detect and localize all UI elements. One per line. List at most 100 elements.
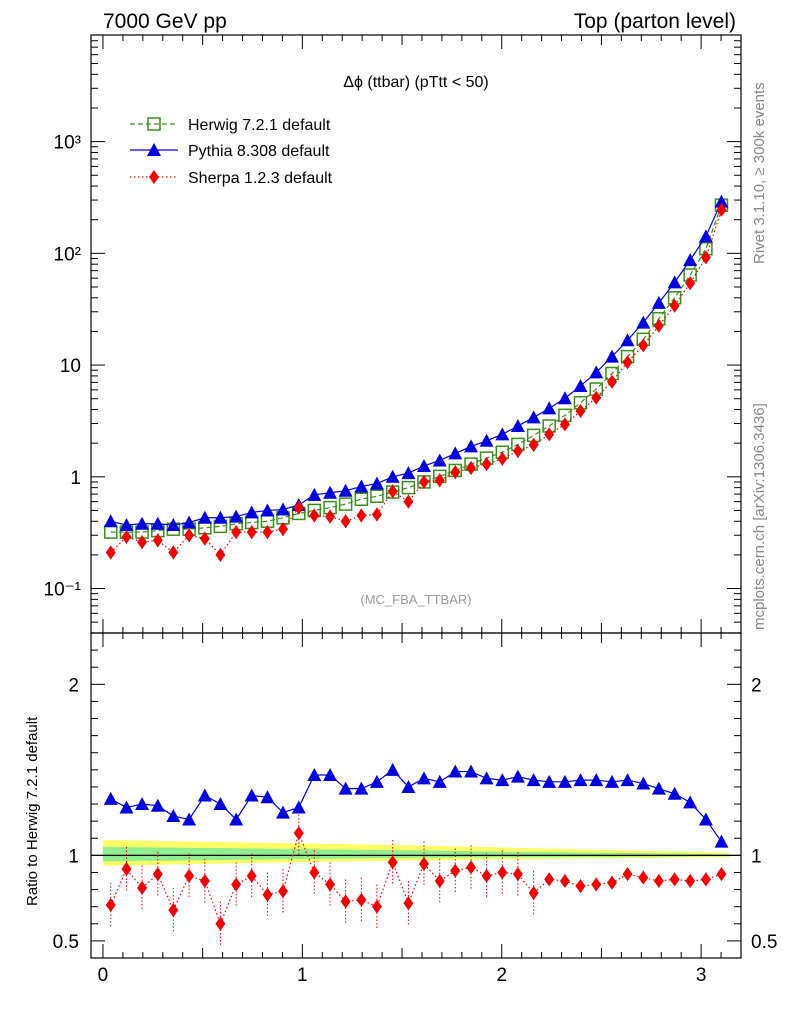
ratio-point-pythia bbox=[244, 788, 259, 802]
ratio-point-sherpa bbox=[591, 877, 602, 892]
ratio-point-pythia bbox=[573, 773, 588, 787]
data-point-pythia bbox=[604, 349, 619, 363]
data-point-sherpa bbox=[528, 437, 539, 452]
data-point-pythia bbox=[369, 476, 384, 490]
data-point-pythia bbox=[119, 518, 134, 532]
ratio-point-pythia bbox=[542, 774, 557, 788]
data-point-sherpa bbox=[544, 427, 555, 442]
ratio-point-pythia bbox=[448, 764, 463, 778]
ratio-point-pythia bbox=[557, 774, 572, 788]
legend-marker-diamond bbox=[149, 170, 159, 184]
ratio-point-sherpa bbox=[184, 868, 195, 883]
ratio-point-sherpa bbox=[528, 886, 539, 900]
data-point-sherpa bbox=[434, 473, 445, 488]
data-point-sherpa bbox=[638, 338, 649, 353]
mcplots-label: mcplots.cern.ch [arXiv:1306.3436] bbox=[751, 403, 768, 630]
data-point-pythia bbox=[213, 510, 228, 524]
ratio-point-sherpa bbox=[293, 826, 304, 841]
ratio-point-pythia bbox=[338, 781, 353, 795]
x-tick-label: 2 bbox=[496, 965, 507, 986]
data-point-pythia bbox=[244, 505, 259, 519]
data-point-pythia bbox=[573, 378, 588, 392]
ratio-point-pythia bbox=[683, 795, 698, 809]
ratio-point-sherpa bbox=[653, 874, 664, 889]
y-tick-label: 2 bbox=[68, 675, 79, 696]
watermark-label: (MC_FBA_TTBAR) bbox=[360, 592, 471, 607]
data-point-sherpa bbox=[262, 525, 273, 540]
data-point-sherpa bbox=[105, 545, 116, 560]
ratio-point-pythia bbox=[323, 767, 338, 781]
data-point-pythia bbox=[620, 333, 635, 347]
ratio-point-pythia bbox=[385, 762, 400, 776]
main-x-axis-ticks bbox=[102, 35, 742, 633]
y-tick-label: 1 bbox=[68, 846, 79, 867]
y-tick-label: 1 bbox=[70, 468, 81, 489]
data-point-sherpa bbox=[497, 451, 508, 466]
legend-label-sherpa: Sherpa 1.2.3 default bbox=[188, 170, 333, 187]
ratio-point-sherpa bbox=[434, 874, 445, 889]
ratio-point-sherpa bbox=[544, 872, 555, 887]
data-point-pythia bbox=[495, 427, 510, 441]
x-tick-label: 1 bbox=[297, 965, 308, 986]
ratio-point-pythia bbox=[103, 791, 118, 805]
data-point-sherpa bbox=[622, 355, 633, 370]
data-point-sherpa bbox=[653, 318, 664, 333]
ratio-point-pythia bbox=[369, 774, 384, 788]
data-point-herwig bbox=[354, 492, 369, 506]
ratio-point-sherpa bbox=[450, 863, 461, 878]
x-tick-label: 3 bbox=[696, 965, 707, 986]
data-point-sherpa bbox=[309, 508, 320, 523]
ratio-point-sherpa bbox=[168, 903, 179, 918]
data-point-pythia bbox=[683, 253, 698, 267]
data-point-pythia bbox=[542, 401, 557, 415]
data-point-sherpa bbox=[325, 509, 336, 524]
ratio-point-sherpa bbox=[371, 899, 382, 914]
data-point-sherpa bbox=[403, 494, 414, 509]
ratio-point-pythia bbox=[182, 812, 197, 826]
data-point-pythia bbox=[432, 453, 447, 467]
ratio-series-layer bbox=[103, 762, 729, 947]
data-point-sherpa bbox=[716, 202, 727, 217]
legend-label-pythia: Pythia 8.308 default bbox=[188, 143, 330, 160]
data-point-pythia bbox=[197, 510, 212, 524]
ratio-point-sherpa bbox=[152, 867, 163, 882]
ratio-point-pythia bbox=[495, 773, 510, 787]
ratio-point-sherpa bbox=[325, 877, 336, 892]
data-point-pythia bbox=[448, 446, 463, 460]
ratio-line-pythia bbox=[110, 769, 722, 843]
main-chart-title: Δϕ (ttbar) (pTtt < 50) bbox=[343, 74, 488, 91]
data-point-sherpa bbox=[293, 500, 304, 515]
data-point-pythia bbox=[464, 439, 479, 453]
data-point-sherpa bbox=[669, 298, 680, 313]
data-point-herwig bbox=[338, 497, 353, 511]
ratio-panel: 0.5 0.5 1 1 2 2 0 1 2 3 Ratio to Herwig 7.2.1 de… bbox=[24, 632, 777, 986]
x-tick-label: 0 bbox=[98, 965, 109, 986]
ratio-point-pythia bbox=[667, 786, 682, 800]
series-line-herwig bbox=[110, 204, 723, 533]
ratio-point-pythia bbox=[589, 773, 604, 787]
data-point-sherpa bbox=[152, 533, 163, 548]
data-point-sherpa bbox=[512, 444, 523, 459]
ratio-point-sherpa bbox=[356, 892, 367, 907]
data-point-pythia bbox=[338, 483, 353, 497]
data-point-pythia bbox=[526, 410, 541, 424]
ratio-point-sherpa bbox=[716, 867, 727, 882]
ratio-point-pythia bbox=[150, 798, 165, 812]
ratio-point-pythia bbox=[291, 800, 306, 814]
data-point-pythia bbox=[323, 485, 338, 499]
main-panel: Δϕ (ttbar) (pTtt < 50) (MC_FBA_TTBAR) 10… bbox=[44, 34, 742, 634]
data-point-pythia bbox=[510, 418, 525, 432]
ratio-point-sherpa bbox=[262, 887, 273, 902]
data-point-pythia bbox=[229, 509, 244, 523]
ratio-x-axis-ticks: 0 1 2 3 bbox=[98, 633, 742, 986]
legend-item-pythia: Pythia 8.308 default bbox=[130, 143, 330, 160]
ratio-point-pythia bbox=[197, 788, 212, 802]
ratio-point-sherpa bbox=[481, 868, 492, 883]
data-point-sherpa bbox=[231, 525, 242, 540]
legend-marker-open-square bbox=[147, 117, 161, 131]
data-point-pythia bbox=[354, 479, 369, 493]
ratio-point-pythia bbox=[620, 773, 635, 787]
ratio-point-pythia bbox=[714, 834, 729, 848]
ratio-point-sherpa bbox=[559, 874, 570, 889]
y-tick-label: 0.5 bbox=[751, 932, 777, 953]
